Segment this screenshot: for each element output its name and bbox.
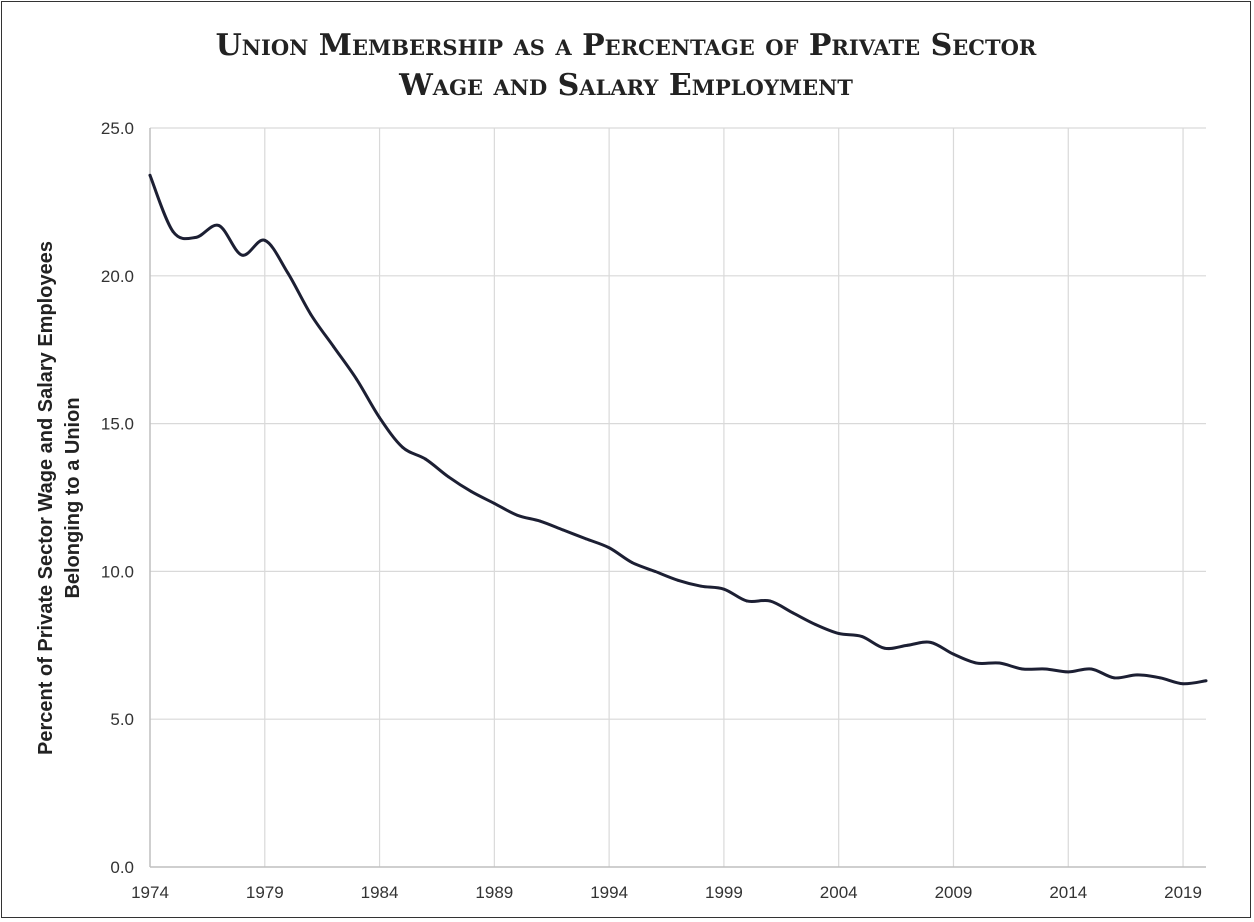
series-group	[148, 173, 1208, 686]
data-point	[1112, 676, 1116, 680]
x-tick-label: 2009	[935, 883, 973, 902]
data-point	[722, 587, 726, 591]
x-tick-label: 1984	[361, 883, 399, 902]
data-point	[584, 537, 588, 541]
data-point	[607, 546, 611, 550]
data-point	[447, 475, 450, 479]
data-point	[401, 445, 404, 449]
y-axis-ticks: 0.0 5.0 10.0 15.0 20.0 25.0	[101, 119, 134, 877]
data-point	[1181, 682, 1185, 686]
x-tick-label: 2004	[820, 883, 858, 902]
chart-title-line-2: Wage and Salary Employment	[399, 68, 853, 103]
y-tick-label: 25.0	[101, 119, 134, 138]
data-point	[745, 599, 749, 603]
chart-title: Union Membership as a Percentage of Priv…	[2, 26, 1250, 106]
data-point	[355, 377, 359, 381]
x-axis-ticks: 1974 1979 1984 1989 1994 1999 2004 2009 2014 2019	[131, 883, 1202, 902]
x-tick-label: 1989	[475, 883, 513, 902]
x-tick-label: 2014	[1049, 883, 1087, 902]
chart-title-line-1: Union Membership as a Percentage of Priv…	[215, 28, 1037, 63]
data-point	[1158, 676, 1162, 680]
x-tick-label: 1974	[131, 883, 169, 902]
x-tick-label: 1999	[705, 883, 743, 902]
data-point	[332, 345, 336, 349]
data-point	[814, 623, 818, 627]
data-point	[469, 490, 473, 493]
data-point	[676, 578, 680, 582]
y-axis-label-line-1: Percent of Private Sector Wage and Salar…	[35, 241, 57, 755]
data-point	[309, 312, 313, 316]
data-point	[148, 173, 152, 177]
data-point	[263, 238, 267, 242]
data-point	[217, 224, 221, 227]
data-point	[1204, 679, 1208, 683]
data-point	[929, 640, 932, 644]
data-point	[194, 235, 198, 239]
y-axis-label: Percent of Private Sector Wage and Salar…	[35, 241, 84, 755]
data-point	[1043, 667, 1047, 671]
y-tick-label: 10.0	[101, 562, 134, 581]
axes	[149, 128, 1206, 868]
data-point	[515, 513, 519, 517]
x-tick-label: 1994	[590, 883, 628, 902]
grid-lines	[150, 127, 1206, 867]
data-point	[791, 611, 795, 615]
data-point	[1020, 667, 1024, 671]
data-point	[561, 528, 565, 532]
y-tick-label: 5.0	[110, 710, 134, 729]
data-point	[837, 632, 841, 635]
x-tick-label: 2019	[1164, 883, 1202, 902]
data-point	[768, 599, 772, 603]
data-point	[630, 561, 634, 564]
data-point	[1066, 670, 1070, 674]
data-point	[240, 253, 244, 257]
data-point	[1089, 667, 1093, 671]
x-tick-label: 1979	[246, 883, 284, 902]
data-point	[538, 519, 542, 523]
y-axis-label-line-2: Belonging to a Union	[62, 397, 84, 598]
data-point	[1135, 673, 1139, 677]
data-point	[171, 230, 175, 233]
data-point	[997, 661, 1001, 665]
data-point	[883, 646, 887, 650]
data-point	[378, 416, 381, 420]
data-point	[906, 643, 909, 647]
data-point	[424, 457, 427, 461]
series-line	[148, 173, 1208, 686]
data-point	[699, 584, 703, 588]
data-point	[860, 635, 864, 638]
y-tick-label: 0.0	[110, 858, 134, 877]
data-point	[975, 661, 978, 665]
y-tick-label: 20.0	[101, 267, 134, 286]
data-point	[492, 502, 496, 505]
data-point	[653, 570, 657, 573]
data-point	[286, 271, 290, 275]
y-tick-label: 15.0	[101, 415, 134, 434]
data-point	[952, 652, 955, 656]
